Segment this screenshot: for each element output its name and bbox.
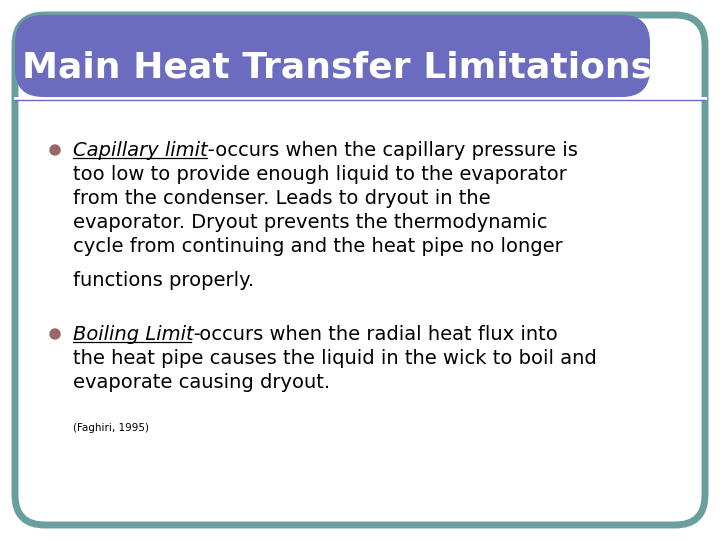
Text: (Faghiri, 1995): (Faghiri, 1995) — [73, 423, 149, 433]
Text: too low to provide enough liquid to the evaporator: too low to provide enough liquid to the … — [73, 165, 567, 184]
Text: Boiling Limit-: Boiling Limit- — [73, 325, 201, 343]
Text: evaporate causing dryout.: evaporate causing dryout. — [73, 373, 330, 392]
Text: occurs when the capillary pressure is: occurs when the capillary pressure is — [210, 140, 578, 159]
Text: the heat pipe causes the liquid in the wick to boil and: the heat pipe causes the liquid in the w… — [73, 348, 597, 368]
Text: functions properly.: functions properly. — [73, 271, 254, 289]
Text: evaporator. Dryout prevents the thermodynamic: evaporator. Dryout prevents the thermody… — [73, 213, 547, 232]
Circle shape — [50, 145, 60, 155]
FancyBboxPatch shape — [15, 15, 705, 525]
Circle shape — [50, 329, 60, 339]
Text: Main Heat Transfer Limitations: Main Heat Transfer Limitations — [22, 51, 652, 85]
FancyBboxPatch shape — [15, 15, 650, 97]
Text: occurs when the radial heat flux into: occurs when the radial heat flux into — [193, 325, 557, 343]
Text: cycle from continuing and the heat pipe no longer: cycle from continuing and the heat pipe … — [73, 237, 563, 255]
Text: from the condenser. Leads to dryout in the: from the condenser. Leads to dryout in t… — [73, 188, 490, 207]
Text: Capillary limit-: Capillary limit- — [73, 140, 215, 159]
